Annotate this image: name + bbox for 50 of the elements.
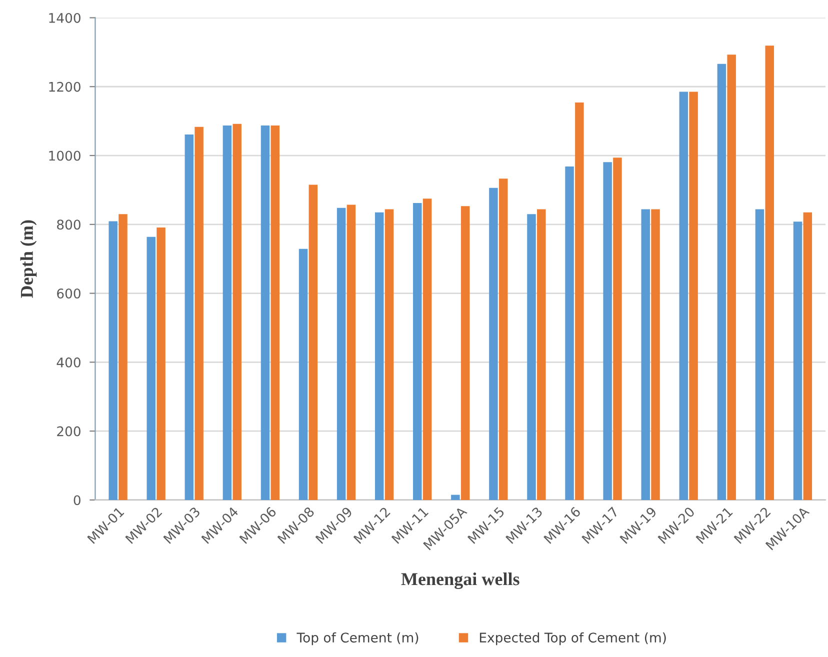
- bar: [146, 236, 156, 500]
- bar: [336, 208, 346, 500]
- bar: [194, 126, 204, 500]
- y-axis-title: Depth (m): [20, 220, 37, 298]
- bar: [184, 134, 194, 500]
- y-tick-label: 1000: [49, 150, 80, 161]
- bar: [565, 166, 574, 500]
- bar: [346, 204, 356, 500]
- y-tick-label: 600: [57, 288, 80, 299]
- bar: [460, 206, 470, 500]
- bar: [679, 92, 688, 500]
- bar: [575, 102, 584, 500]
- bar: [232, 124, 242, 500]
- legend-label: Top of Cement (m): [296, 632, 418, 646]
- bar: [108, 221, 118, 500]
- y-tick-label: 200: [57, 426, 80, 436]
- bar: [384, 209, 394, 500]
- bar: [613, 158, 622, 500]
- bar: [803, 212, 812, 500]
- bar: [755, 209, 764, 500]
- bar: [651, 209, 660, 500]
- bar: [260, 126, 270, 500]
- y-tick-label: 1200: [49, 82, 80, 92]
- bar: [308, 184, 318, 500]
- y-tick-label: 800: [57, 220, 80, 230]
- bar: [527, 214, 536, 500]
- y-tick-label: 1400: [49, 12, 80, 23]
- bar: [489, 188, 498, 500]
- bar: [156, 228, 166, 500]
- bar: [413, 203, 422, 500]
- bar: [537, 209, 546, 500]
- bar: [717, 64, 726, 500]
- bar: [689, 92, 698, 500]
- bar: [451, 494, 460, 500]
- bar: [270, 126, 280, 500]
- bar: [222, 126, 232, 500]
- bar: [422, 198, 432, 500]
- legend-label: Expected Top of Cement (m): [480, 632, 666, 646]
- bar: [118, 214, 128, 500]
- y-tick-label: 0: [74, 495, 80, 506]
- bar: [374, 212, 384, 500]
- bar: [641, 209, 650, 500]
- bar: [498, 178, 508, 500]
- bar: [727, 54, 736, 500]
- bar: [765, 46, 774, 500]
- x-axis-title: Menengai wells: [401, 572, 520, 590]
- y-tick-label: 400: [56, 357, 80, 368]
- bar: [793, 222, 802, 500]
- bar: [603, 162, 612, 500]
- bar: [298, 248, 308, 500]
